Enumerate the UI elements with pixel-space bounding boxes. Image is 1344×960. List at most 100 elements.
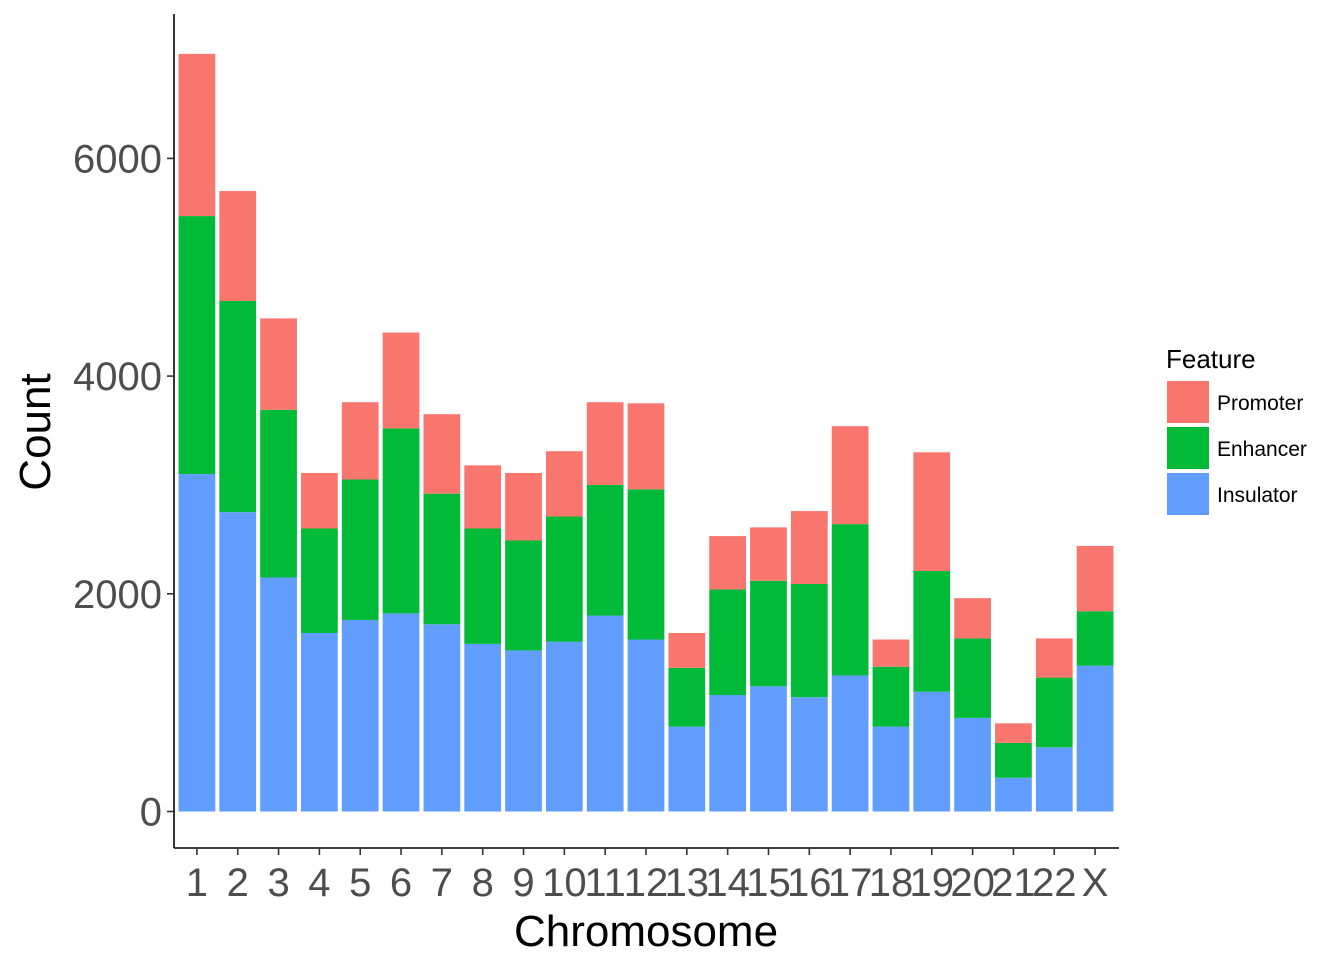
y-tick-label: 6000 xyxy=(73,137,162,181)
legend: Feature Promoter Enhancer Insulator xyxy=(1166,344,1307,515)
bar-enhancer-chr-14 xyxy=(709,589,747,696)
x-tick-label: 12 xyxy=(624,861,669,905)
x-tick-label: 20 xyxy=(950,861,995,905)
x-axis-title: Chromosome xyxy=(514,907,778,956)
legend-swatch-enhancer xyxy=(1167,427,1209,469)
x-tick-label: 6 xyxy=(390,861,412,905)
bar-insulator-chr-11 xyxy=(586,615,624,812)
bar-insulator-chr-6 xyxy=(382,613,420,812)
bar-insulator-chr-17 xyxy=(831,675,869,812)
bars-layer xyxy=(178,53,1114,812)
bar-promoter-chr-6 xyxy=(382,332,420,429)
bar-insulator-chr-1 xyxy=(178,474,216,812)
bar-insulator-chr-14 xyxy=(709,695,747,812)
bar-insulator-chr-21 xyxy=(995,777,1032,812)
bar-insulator-chr-4 xyxy=(301,632,338,812)
bar-promoter-chr-11 xyxy=(586,402,624,485)
x-tick-label: 18 xyxy=(869,861,914,905)
bar-promoter-chr-20 xyxy=(954,598,991,639)
bar-insulator-chr-12 xyxy=(627,639,665,812)
bar-enhancer-chr-1 xyxy=(178,216,216,475)
x-tick-label: 21 xyxy=(991,861,1036,905)
x-tick-label: 11 xyxy=(584,861,626,905)
legend-swatch-insulator xyxy=(1167,473,1209,515)
bar-promoter-chr-19 xyxy=(913,452,951,571)
legend-label-insulator: Insulator xyxy=(1217,484,1298,507)
bar-promoter-chr-12 xyxy=(627,403,665,490)
x-tick-label: 15 xyxy=(746,861,791,905)
bar-enhancer-chr-16 xyxy=(790,584,828,698)
bar-promoter-chr-4 xyxy=(301,472,338,529)
bar-enhancer-chr-11 xyxy=(586,484,624,616)
y-axis-ticks: 0 2000 4000 6000 xyxy=(73,137,174,835)
legend-swatch-promoter xyxy=(1167,381,1209,423)
bar-insulator-chr-19 xyxy=(913,691,951,812)
y-tick-label: 4000 xyxy=(73,355,162,399)
bar-enhancer-chr-20 xyxy=(954,638,991,718)
bar-enhancer-chr-5 xyxy=(341,479,379,620)
legend-label-enhancer: Enhancer xyxy=(1217,438,1307,461)
bar-promoter-chr-15 xyxy=(750,527,787,581)
bar-insulator-chr-15 xyxy=(750,686,787,812)
bar-promoter-chr-9 xyxy=(505,472,542,541)
bar-enhancer-chr-4 xyxy=(301,528,338,633)
bar-enhancer-chr-12 xyxy=(627,489,665,640)
bar-enhancer-chr-3 xyxy=(260,409,297,578)
bar-enhancer-chr-8 xyxy=(464,528,502,644)
bar-enhancer-chr-9 xyxy=(505,540,542,651)
bar-promoter-chr-5 xyxy=(341,402,379,480)
bar-promoter-chr-14 xyxy=(709,536,747,590)
bar-enhancer-chr-6 xyxy=(382,428,420,614)
bar-enhancer-chr-19 xyxy=(913,570,951,692)
bar-insulator-chr-3 xyxy=(260,577,297,812)
bar-enhancer-chr-22 xyxy=(1035,677,1073,748)
bar-insulator-chr-9 xyxy=(505,650,542,812)
x-tick-label: 16 xyxy=(787,861,832,905)
bar-promoter-chr-3 xyxy=(260,318,297,410)
bar-enhancer-chr-13 xyxy=(668,667,706,727)
bar-enhancer-chr-2 xyxy=(219,300,257,513)
bar-insulator-chr-16 xyxy=(790,697,828,812)
x-tick-label: 19 xyxy=(910,861,955,905)
bar-enhancer-chr-17 xyxy=(831,524,869,676)
y-tick-label: 2000 xyxy=(73,573,162,617)
bar-promoter-chr-18 xyxy=(872,639,910,667)
bar-insulator-chr-18 xyxy=(872,726,910,812)
x-tick-label: 7 xyxy=(431,861,453,905)
x-tick-label: 13 xyxy=(665,861,710,905)
x-tick-label: 4 xyxy=(308,861,330,905)
bar-insulator-chr-2 xyxy=(219,512,257,812)
bar-promoter-chr-7 xyxy=(423,414,461,494)
bar-promoter-chr-10 xyxy=(545,451,583,517)
legend-items: Promoter Enhancer Insulator xyxy=(1167,381,1307,515)
bar-insulator-chr-7 xyxy=(423,624,461,812)
x-tick-label: 3 xyxy=(267,861,289,905)
bar-promoter-chr-16 xyxy=(790,511,828,584)
x-tick-label: 10 xyxy=(542,861,587,905)
x-tick-label: 8 xyxy=(472,861,494,905)
x-tick-label: 2 xyxy=(227,861,249,905)
x-tick-label: 1 xyxy=(186,861,208,905)
legend-label-promoter: Promoter xyxy=(1217,392,1303,415)
x-tick-label: 22 xyxy=(1032,861,1077,905)
x-tick-label: 14 xyxy=(705,861,750,905)
y-tick-label: 0 xyxy=(140,791,162,835)
bar-promoter-chr-8 xyxy=(464,465,502,529)
bar-insulator-chr-5 xyxy=(341,619,379,812)
bar-promoter-chr-21 xyxy=(995,723,1032,743)
bar-insulator-chr-20 xyxy=(954,717,991,812)
bar-insulator-chr-X xyxy=(1076,665,1114,812)
bar-promoter-chr-22 xyxy=(1035,638,1073,678)
bar-enhancer-chr-18 xyxy=(872,666,910,727)
bar-enhancer-chr-7 xyxy=(423,493,461,625)
bar-insulator-chr-13 xyxy=(668,726,706,812)
bar-insulator-chr-8 xyxy=(464,643,502,812)
bar-promoter-chr-2 xyxy=(219,191,257,301)
bar-promoter-chr-X xyxy=(1076,545,1114,612)
bar-promoter-chr-17 xyxy=(831,426,869,525)
bar-insulator-chr-10 xyxy=(545,641,583,812)
bar-insulator-chr-22 xyxy=(1035,747,1073,812)
bar-enhancer-chr-15 xyxy=(750,580,787,687)
